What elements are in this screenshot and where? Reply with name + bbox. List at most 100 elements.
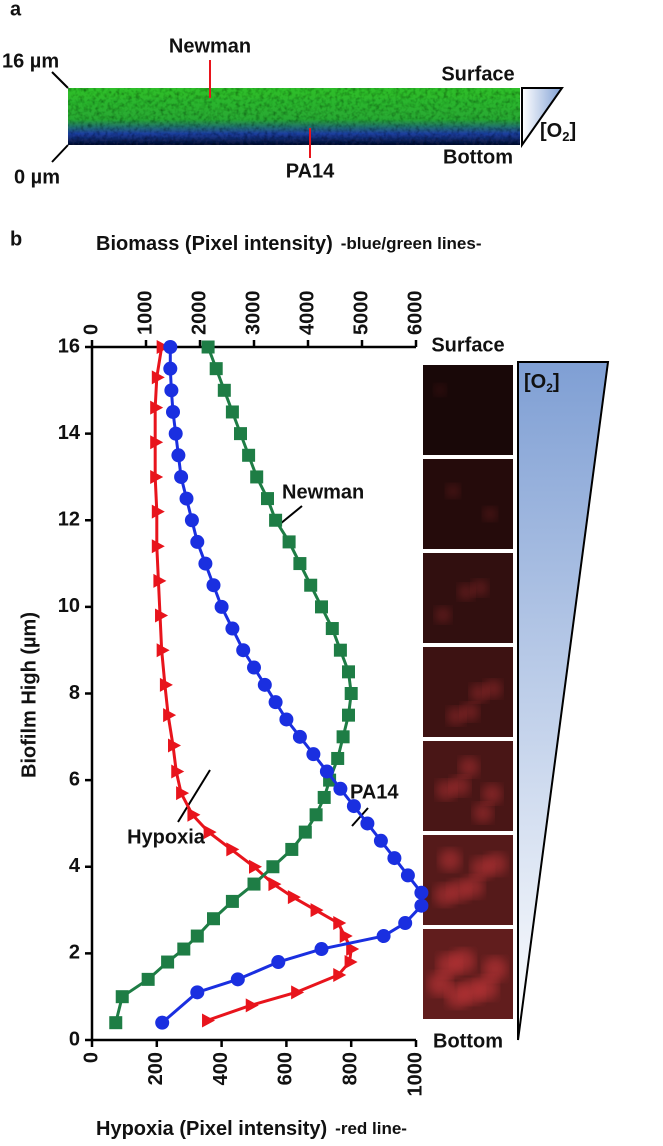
point xyxy=(333,643,347,657)
point xyxy=(325,622,339,636)
point xyxy=(225,621,240,636)
x-tick-label: 800 xyxy=(339,1052,361,1085)
o2-label: [O2] xyxy=(540,120,576,144)
point xyxy=(346,799,361,814)
point xyxy=(298,825,312,839)
point xyxy=(203,825,217,840)
point xyxy=(333,781,348,796)
point xyxy=(168,738,181,753)
surface-label: Surface xyxy=(441,63,514,85)
micro-blob xyxy=(458,584,474,600)
point xyxy=(292,729,307,744)
micro-blob xyxy=(485,853,507,875)
point xyxy=(342,665,355,679)
point xyxy=(268,877,282,892)
leader xyxy=(177,769,211,823)
y-tick-label: 10 xyxy=(58,595,80,617)
point xyxy=(164,383,179,398)
point xyxy=(333,968,347,983)
point xyxy=(414,885,429,900)
series-line xyxy=(153,346,353,1022)
point xyxy=(398,916,413,931)
point xyxy=(268,695,283,710)
micro-blob xyxy=(447,707,465,725)
point xyxy=(150,400,164,415)
panel-label: a xyxy=(10,0,22,20)
point xyxy=(306,747,321,762)
point xyxy=(293,557,307,571)
point xyxy=(187,807,201,822)
height-label: 16 µm xyxy=(2,50,59,72)
y-tick-label: 12 xyxy=(58,509,80,531)
micro-blob xyxy=(450,776,470,796)
microscopy-stack xyxy=(423,365,513,1019)
y-axis-title: Biofilm High (µm) xyxy=(18,612,40,778)
point xyxy=(225,405,239,419)
point xyxy=(342,708,355,722)
strain-label: Newman xyxy=(169,35,251,57)
point xyxy=(376,929,391,944)
point xyxy=(360,816,375,831)
micro-blob xyxy=(435,607,451,623)
point xyxy=(242,448,256,462)
point xyxy=(291,985,305,1000)
x-axis-title: Hypoxia (Pixel intensity) -red line- xyxy=(96,1118,407,1140)
point xyxy=(179,491,194,506)
x2-tick-label: 5000 xyxy=(350,291,372,336)
point xyxy=(190,985,205,1000)
point xyxy=(247,877,261,891)
point xyxy=(310,903,324,918)
point xyxy=(159,677,173,692)
point xyxy=(171,764,185,779)
leader xyxy=(351,807,369,827)
y-tick-label: 14 xyxy=(58,422,81,444)
point xyxy=(190,929,204,943)
micro-blob xyxy=(434,384,446,396)
micro-blob xyxy=(482,784,502,804)
point xyxy=(163,340,178,354)
x2-axis-title: Biomass (Pixel intensity) -blue/green lin… xyxy=(96,233,482,255)
x2-tick-label: 3000 xyxy=(242,291,264,336)
point xyxy=(266,860,280,874)
point xyxy=(198,556,213,571)
micro-blob xyxy=(439,849,461,871)
point xyxy=(387,851,402,866)
x-tick-label: 1000 xyxy=(404,1052,426,1097)
point xyxy=(344,687,358,700)
o2-gradient xyxy=(521,87,564,149)
point xyxy=(155,1015,170,1030)
micro-blob xyxy=(461,703,479,721)
x-tick-label: 600 xyxy=(275,1052,297,1085)
micro-blob xyxy=(483,957,507,981)
point xyxy=(190,534,205,549)
micro-blob xyxy=(470,684,488,702)
point xyxy=(163,361,178,376)
point xyxy=(225,894,239,908)
point xyxy=(261,492,274,506)
leader xyxy=(279,505,303,525)
point xyxy=(168,426,183,441)
point xyxy=(400,868,415,883)
y-tick-label: 16 xyxy=(58,335,80,357)
point xyxy=(287,890,301,905)
micro-blob xyxy=(474,976,498,1000)
point xyxy=(156,340,170,354)
x2-tick-label: 0 xyxy=(80,324,102,335)
point xyxy=(309,808,323,822)
micro-blob xyxy=(446,484,460,498)
point xyxy=(331,751,345,765)
leader xyxy=(51,144,69,163)
y-tick-label: 4 xyxy=(69,855,81,877)
y-tick-label: 0 xyxy=(69,1028,80,1050)
point xyxy=(282,535,296,549)
x2-tick-label: 4000 xyxy=(296,291,318,336)
series-annotation: PA14 xyxy=(350,781,399,803)
x2-tick-label: 6000 xyxy=(404,291,426,336)
point xyxy=(285,842,299,856)
series-line xyxy=(161,347,423,1024)
micro-blob xyxy=(459,757,479,777)
micro-blob xyxy=(451,949,475,973)
point xyxy=(207,912,220,926)
micro-blob xyxy=(428,972,452,996)
